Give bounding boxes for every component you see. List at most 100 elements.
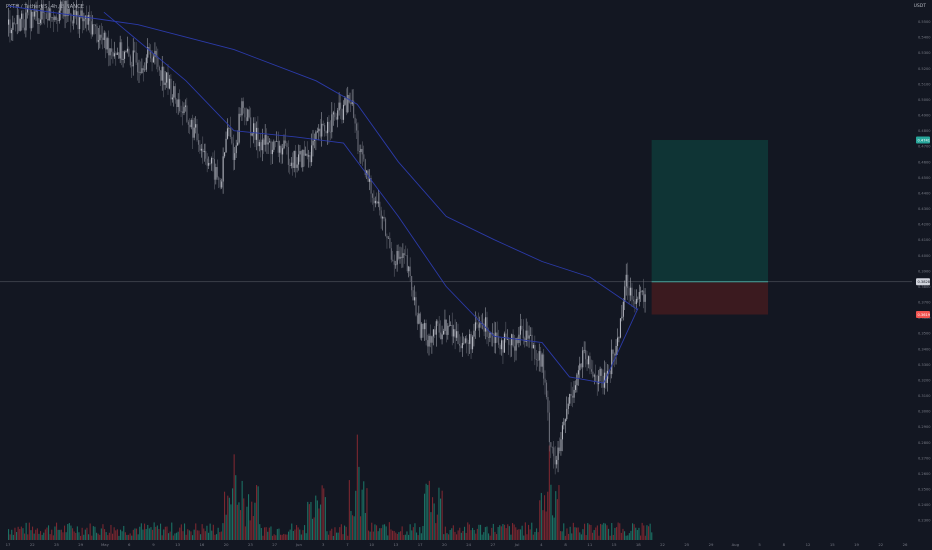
candle-body [395,264,397,266]
volume-bar [539,500,541,540]
candle-body [196,124,198,141]
candle-body [580,363,582,368]
candle-body [405,255,407,256]
volume-bar [440,498,442,540]
candle-body [342,104,345,120]
volume-bar [488,533,490,540]
volume-bar [483,532,485,540]
volume-bar [491,527,493,540]
candle-body [44,12,46,14]
candle-body [251,133,253,136]
volume-bar [625,535,627,540]
stop-price-badge: 0.3619 [918,313,931,317]
candle-body [219,180,221,188]
volume-bar [468,524,470,540]
candle-body [567,403,569,409]
currency-label: USDT [913,4,926,9]
volume-bar [369,531,371,540]
candle-body [632,299,635,302]
candle-body [618,337,620,339]
y-tick-label: 0.5000 [918,98,931,102]
volume-bar [616,527,618,540]
volume-bar [339,527,341,540]
candle-body [416,315,418,324]
volume-bar [308,504,310,540]
candle-body [419,313,421,338]
candle-body [13,22,15,24]
volume-bar [451,528,453,540]
volume-bar [417,535,419,540]
volume-bar [222,523,224,540]
volume-bar [46,527,48,540]
volume-bar [600,523,602,540]
x-tick-label: 6 [128,542,131,547]
candle-body [501,340,503,350]
candle-body [121,42,123,60]
volume-bar [78,532,80,540]
candle-body [361,148,363,155]
candle-body [522,329,524,339]
volume-bar [419,527,421,540]
candle-body [166,72,168,83]
volume-bar [377,531,379,540]
volume-bar [9,534,11,540]
candle-body [235,145,237,154]
candle-body [128,48,130,57]
candle-body [296,164,298,168]
volume-bar [532,534,534,540]
candle-body [598,375,600,385]
candle-body [387,237,389,239]
volume-bar [219,532,221,540]
volume-bar [328,534,330,540]
candle-body [360,148,362,153]
volume-bar [182,531,184,540]
volume-bar [92,526,94,540]
target-price-badge: 0.4741 [918,138,931,142]
volume-bar [606,525,608,540]
candle-body [112,51,114,57]
volume-bar [420,533,422,540]
candle-body [22,13,24,28]
volume-bar [241,480,243,540]
volume-bar [25,522,27,540]
volume-bar [174,533,176,540]
candle-body [266,134,268,145]
volume-bar [478,524,480,540]
candle-body [474,322,476,331]
volume-bar [641,522,643,540]
volume-bar [329,530,331,540]
volume-bar [452,525,454,540]
target-price-badge-bg [916,136,930,144]
volume-bar [416,532,418,540]
volume-bar [552,515,554,540]
candle-body [456,331,458,338]
volume-bar [96,532,98,540]
volume-bar [518,529,520,540]
y-tick-label: 0.2600 [918,472,931,476]
x-tick-label: 12 [806,542,811,547]
candle-body [81,10,84,22]
candle-body [485,317,487,332]
candle-body [619,318,621,338]
volume-bar [132,529,134,540]
volume-bar [152,529,154,540]
candle-body [74,10,76,17]
candle-body [557,447,559,460]
candle-body [274,141,276,142]
candle-body [224,152,226,157]
volume-bar [142,529,144,540]
candle-body [66,1,68,17]
volume-bar [166,526,168,540]
volume-bar [620,532,622,540]
volume-bar [540,492,542,540]
volume-bar [388,522,390,540]
volume-bar [619,523,621,540]
candle-body [103,32,105,41]
candle-body [48,8,50,21]
candle-body [126,48,128,52]
x-tick-label: 19 [854,542,859,547]
candle-body [334,112,336,118]
volume-bar [590,524,592,540]
candle-body [209,163,211,164]
